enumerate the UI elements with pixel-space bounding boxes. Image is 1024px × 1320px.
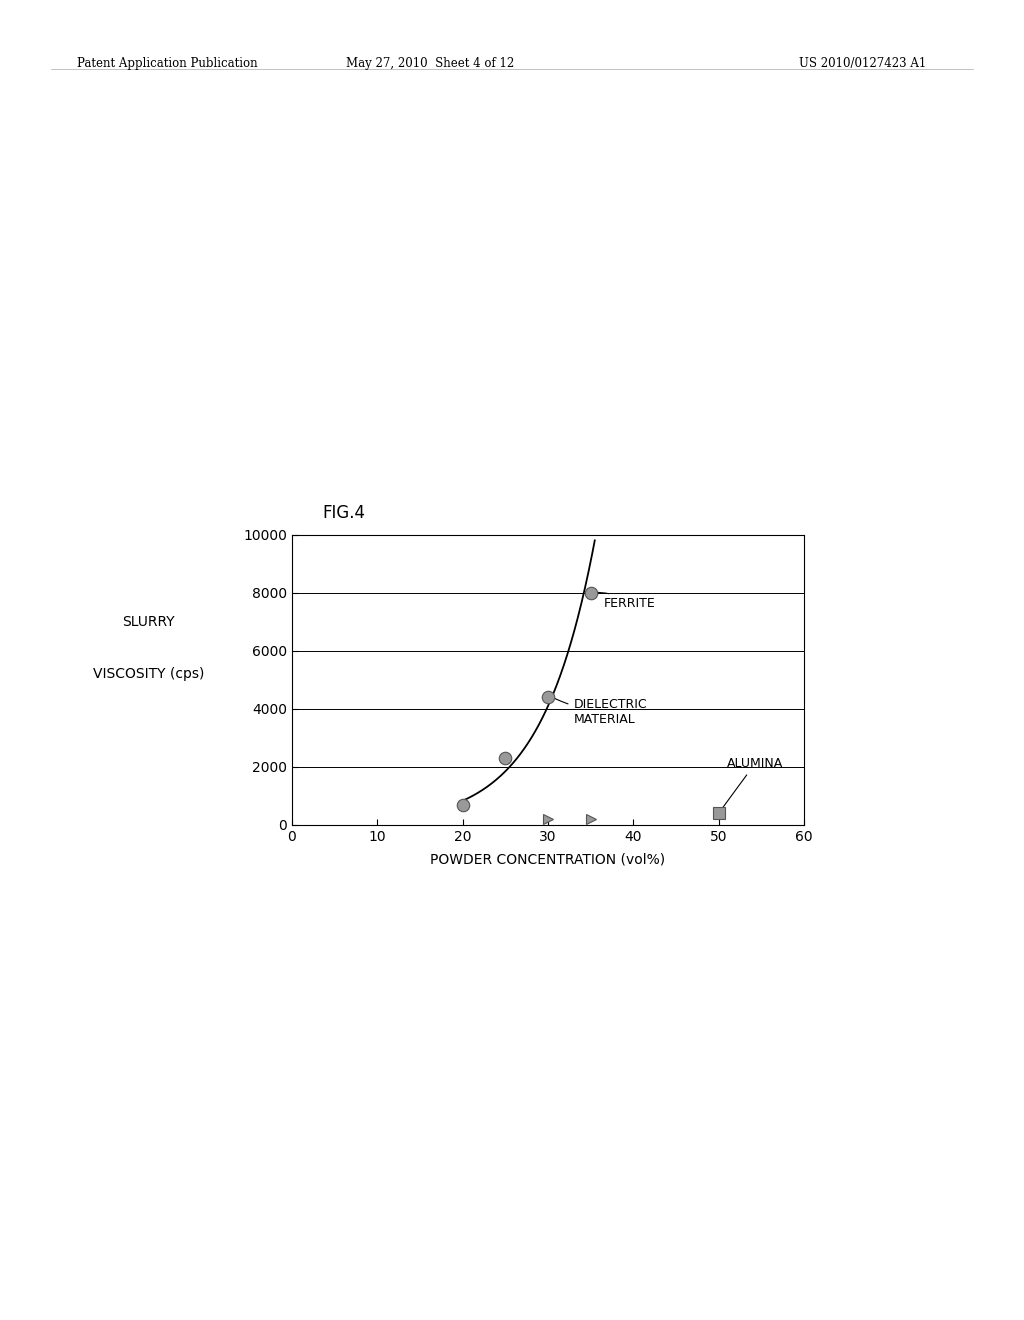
Text: ALUMINA: ALUMINA [720, 756, 783, 812]
Text: VISCOSITY (cps): VISCOSITY (cps) [93, 667, 204, 681]
Text: FERRITE: FERRITE [595, 593, 655, 610]
Text: Patent Application Publication: Patent Application Publication [77, 57, 257, 70]
Text: May 27, 2010  Sheet 4 of 12: May 27, 2010 Sheet 4 of 12 [346, 57, 514, 70]
Text: DIELECTRIC
MATERIAL: DIELECTRIC MATERIAL [555, 698, 647, 726]
X-axis label: POWDER CONCENTRATION (vol%): POWDER CONCENTRATION (vol%) [430, 853, 666, 866]
Text: FIG.4: FIG.4 [323, 504, 366, 523]
Text: SLURRY: SLURRY [122, 615, 175, 628]
Text: US 2010/0127423 A1: US 2010/0127423 A1 [799, 57, 926, 70]
